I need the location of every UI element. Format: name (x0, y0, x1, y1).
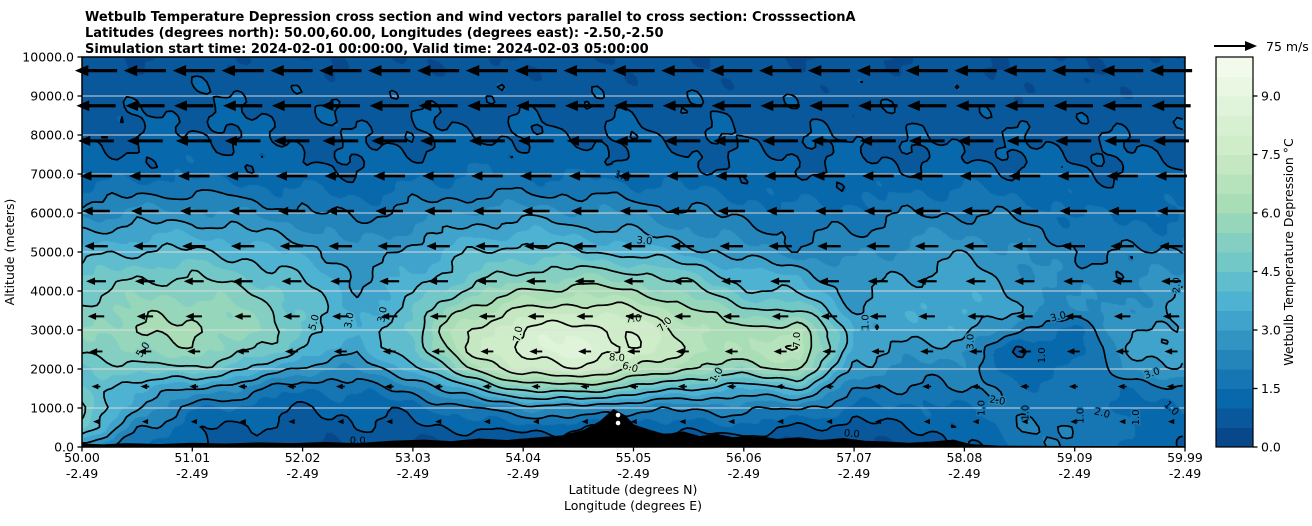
contour-label: 1.0 (976, 400, 987, 416)
summit-marker-dot (615, 412, 621, 418)
x-tick-label-lon: -2.49 (66, 466, 98, 481)
contour-label: 1.0 (1076, 408, 1087, 424)
contour-label: 8.0 (608, 352, 625, 364)
x-tick-label-lon: -2.49 (507, 466, 539, 481)
colorbar-tick-label: 9.0 (1261, 89, 1281, 104)
y-tick-label: 2000.0 (30, 362, 74, 377)
y-tick-label: 1000.0 (30, 401, 74, 416)
y-tick-label: 8000.0 (30, 128, 74, 143)
colorbar-tick-label: 3.0 (1261, 323, 1281, 338)
contour-label: 1.0 (1162, 399, 1181, 418)
y-tick-label: 6000.0 (30, 206, 74, 221)
contour-label: 7.0 (792, 332, 803, 348)
x-tick-label-lon: -2.49 (948, 466, 980, 481)
x-tick-label-lat: 59.09 (1057, 450, 1093, 465)
x-axis-label-latitude: Latitude (degrees N) (569, 482, 698, 497)
plot-title-line2: Latitudes (degrees north): 50.00,60.00, … (85, 26, 664, 41)
x-tick-label-lat: 51.01 (174, 450, 210, 465)
contour-label: 0.0 (843, 428, 860, 440)
contour-label: 3.0 (1143, 366, 1162, 382)
x-tick-label-lon: -2.49 (1059, 466, 1091, 481)
y-tick-label: 7000.0 (30, 167, 74, 182)
wind-legend-label: 75 m/s (1266, 39, 1309, 54)
y-tick-label: 9000.0 (30, 89, 74, 104)
contour-label: 1.0 (1131, 409, 1142, 425)
summit-marker-dot (615, 420, 621, 426)
terrain-silhouette (82, 408, 1185, 447)
axes-frame: 0.0 1000.0 2000.0 3000.0 4000.0 5000.0 6000.0 7… (22, 50, 1203, 482)
x-tick-label-lat: 57.07 (836, 450, 872, 465)
x-tick-label-lat: 59.99 (1167, 450, 1203, 465)
contour-label: 5.0 (307, 313, 322, 331)
contour-label: 7.0 (512, 325, 526, 343)
x-tick-label-lon: -2.49 (286, 466, 318, 481)
contour-label: 1.0 (1021, 405, 1032, 421)
x-axis-label-longitude: Longitude (degrees E) (564, 498, 702, 513)
contour-label: 1.0 (861, 314, 872, 330)
colorbar-tick-label: 6.0 (1261, 206, 1281, 221)
x-tick-label-lon: -2.49 (176, 466, 208, 481)
y-tick-label: 4000.0 (30, 284, 74, 299)
x-tick-label-lat: 54.04 (505, 450, 541, 465)
x-tick-label-lon: -2.49 (617, 466, 649, 481)
y-axis-label: Altitude (meters) (2, 199, 17, 306)
horizontal-gridlines (82, 95, 1185, 409)
plot-title-line3: Simulation start time: 2024-02-01 00:00:… (85, 42, 649, 57)
contour-label: 3.0 (376, 306, 390, 324)
x-tick-label-lon: -2.49 (1169, 466, 1201, 481)
contour-lines (82, 75, 1183, 447)
x-tick-label-lat: 53.03 (395, 450, 431, 465)
contour-label: 3.0 (343, 312, 357, 330)
contour-label: 3.0 (1049, 310, 1067, 325)
x-tick-label-lon: -2.49 (838, 466, 870, 481)
contour-label: 7.0 (625, 313, 642, 325)
colorbar-tick-label: 1.5 (1261, 381, 1281, 396)
contour-label: 1.0 (1037, 347, 1048, 363)
y-tick-label: 0.0 (54, 440, 74, 455)
y-tick-label: 3000.0 (30, 323, 74, 338)
y-tick-label: 10000.0 (22, 50, 74, 65)
colorbar: 0.0 1.5 3.0 4.5 6.0 7.5 9.0 (1215, 56, 1281, 455)
generated-over-layer: 0.0 1000.0 2000.0 3000.0 4000.0 5000.0 6000.0 7… (22, 41, 1281, 481)
colorbar-label: Wetbulb Temperature Depression °C (1281, 138, 1296, 366)
contour-label: 2.0 (1172, 277, 1183, 293)
x-tick-label-lat: 55.05 (616, 450, 652, 465)
x-tick-label-lat: 56.06 (726, 450, 762, 465)
colorbar-tick-label: 4.5 (1261, 264, 1281, 279)
contour-label: 6.0 (621, 361, 639, 376)
x-tick-label-lon: -2.49 (728, 466, 760, 481)
x-tick-label-lat: 50.00 (64, 450, 100, 465)
contour-label: 3.0 (965, 334, 976, 350)
plot-title-line1: Wetbulb Temperature Depression cross sec… (85, 10, 856, 25)
colorbar-tick-label: 7.5 (1261, 147, 1281, 162)
wind-legend-arrow (1214, 41, 1257, 51)
x-tick-label-lat: 52.02 (285, 450, 321, 465)
generated-under-layer: 5.05.03.03.01.03.07.07.07.08.06.07.01.03… (74, 65, 1193, 448)
x-tick-label-lat: 58.08 (947, 450, 983, 465)
y-tick-label: 5000.0 (30, 245, 74, 260)
colorbar-tick-label: 0.0 (1261, 440, 1281, 455)
x-tick-label-lon: -2.49 (397, 466, 429, 481)
contour-label: 2.0 (989, 394, 1007, 408)
wind-vector-arrows (74, 65, 1193, 425)
